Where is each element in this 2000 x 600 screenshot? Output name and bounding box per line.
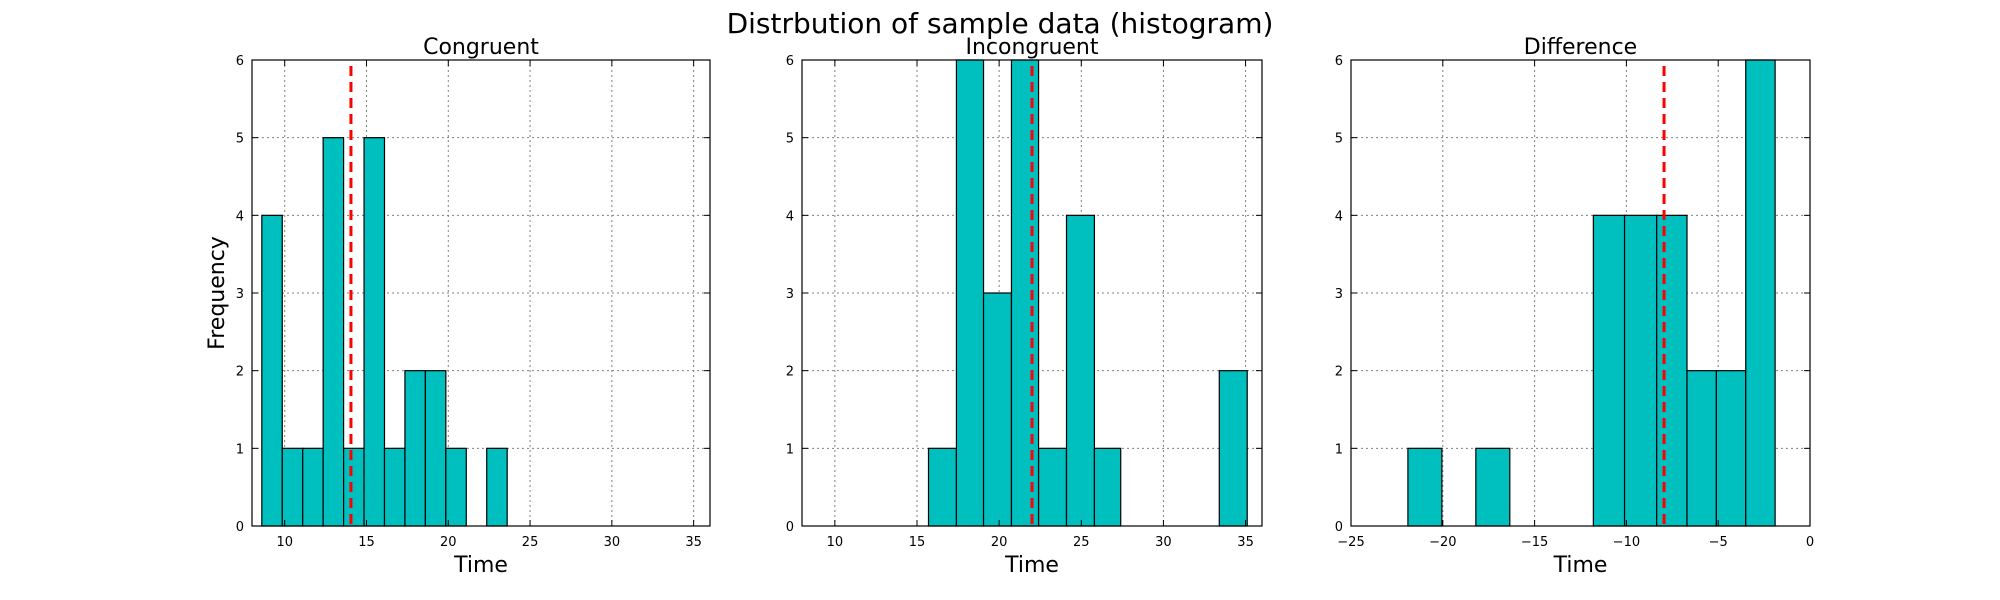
histogram-bar — [1065, 214, 1096, 527]
histogram-bar — [1475, 447, 1511, 527]
x-tick-label: 15 — [909, 535, 926, 550]
x-tick-label: 0 — [1806, 535, 1814, 550]
histogram-bar — [486, 447, 508, 527]
histogram-bar — [1093, 447, 1122, 527]
y-tick-label: 1 — [236, 442, 244, 457]
histogram-bar — [1656, 214, 1688, 527]
histogram-bar — [261, 214, 283, 527]
y-tick-label: 2 — [236, 365, 244, 380]
histogram-bar — [383, 447, 406, 527]
histogram-bar — [955, 59, 985, 527]
subplot-1: 10 15 20 25 30 35 0 1 2 3 4 5 6 Congruent Time Frequenc… — [205, 35, 711, 578]
histogram-bar — [1686, 370, 1717, 527]
y-tick-label: 2 — [786, 365, 794, 380]
x-tick-label: 20 — [991, 535, 1008, 550]
subplot-title: Congruent — [423, 35, 539, 60]
x-tick-label: 20 — [440, 535, 457, 550]
x-tick-label: 30 — [604, 535, 621, 550]
x-tick-label: 15 — [358, 535, 375, 550]
y-tick-label: 3 — [1335, 287, 1343, 302]
x-axis-label: Time — [1553, 553, 1608, 578]
y-tick-label: 3 — [236, 287, 244, 302]
y-tick-label: 0 — [236, 520, 244, 535]
x-axis-label: Time — [1004, 553, 1059, 578]
histogram-bar — [424, 370, 447, 527]
y-tick-label: 5 — [236, 132, 244, 147]
subplot-title: Incongruent — [966, 35, 1099, 60]
subplot-title: Difference — [1524, 35, 1637, 60]
y-tick-label: 0 — [786, 520, 794, 535]
y-tick-label: 2 — [1335, 365, 1343, 380]
y-tick-label: 3 — [786, 287, 794, 302]
x-tick-label: 10 — [276, 535, 293, 550]
x-tick-label: 25 — [522, 535, 539, 550]
histogram-bar — [1218, 370, 1248, 527]
y-tick-label: 6 — [236, 54, 244, 69]
histogram-bar — [302, 447, 324, 527]
y-axis-label: Frequency — [205, 236, 230, 350]
y-tick-label: 6 — [786, 54, 794, 69]
histogram-bar — [322, 137, 345, 527]
x-tick-label: 25 — [1073, 535, 1090, 550]
x-tick-label: −15 — [1521, 535, 1548, 550]
y-tick-label: 0 — [1335, 520, 1343, 535]
figure-title: Distrbution of sample data (histogram) — [727, 7, 1274, 40]
y-tick-label: 5 — [1335, 132, 1343, 147]
histogram-bar — [445, 447, 467, 527]
x-axis-label: Time — [453, 553, 508, 578]
x-tick-label: −10 — [1613, 535, 1640, 550]
histogram-bar — [1592, 214, 1626, 527]
histogram-bar — [927, 447, 958, 527]
x-tick-label: −25 — [1337, 535, 1364, 550]
y-tick-label: 5 — [786, 132, 794, 147]
subplot-2: 10 15 20 25 30 35 0 1 2 3 4 5 6 Incongruent Time — [786, 35, 1263, 578]
histogram-bar — [982, 292, 1013, 527]
y-tick-label: 1 — [786, 442, 794, 457]
y-tick-label: 4 — [1335, 209, 1343, 224]
histogram-bar — [281, 447, 304, 527]
subplot-3: −25 −20 −15 −10 −5 0 0 1 2 3 4 5 6 Difference Time — [1335, 35, 1814, 578]
x-tick-label: 30 — [1155, 535, 1172, 550]
histogram-bar — [1407, 447, 1443, 527]
y-tick-label: 4 — [786, 209, 794, 224]
histogram-bar — [1623, 214, 1658, 527]
y-tick-label: 6 — [1335, 54, 1343, 69]
x-tick-label: −20 — [1429, 535, 1456, 550]
histogram-bar — [1010, 59, 1040, 527]
histogram-bar — [1745, 59, 1776, 527]
histogram-bar — [404, 370, 426, 527]
x-tick-label: 35 — [685, 535, 702, 550]
histogram-bar — [1037, 447, 1068, 527]
y-tick-label: 1 — [1335, 442, 1343, 457]
x-tick-label: 35 — [1237, 535, 1254, 550]
histogram-bar — [1715, 370, 1747, 527]
x-tick-label: −5 — [1709, 535, 1728, 550]
histogram-bar — [363, 137, 386, 527]
histogram-bar — [343, 447, 365, 527]
y-tick-label: 4 — [236, 209, 244, 224]
x-tick-label: 10 — [827, 535, 844, 550]
